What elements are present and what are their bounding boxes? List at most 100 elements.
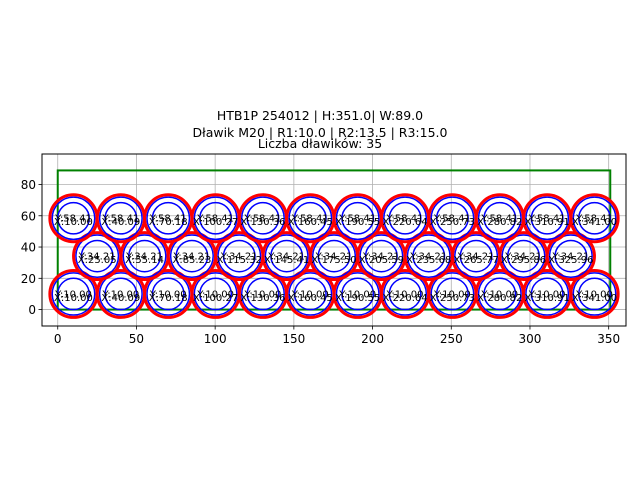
point-label-y: Y:58.41 (291, 214, 329, 225)
point-label-x: X:265.77 (453, 255, 498, 266)
point-label-x: X:115.32 (217, 255, 262, 266)
point-label-x: X:160.45 (288, 293, 333, 304)
inner-ring-r1 (104, 201, 138, 235)
x-tick-label: 50 (129, 332, 144, 346)
point-label-x: X:295.86 (501, 255, 546, 266)
point-label-y: Y:34.21 (125, 252, 163, 263)
point-label-x: X:205.59 (359, 255, 404, 266)
inner-ring-r1 (483, 201, 517, 235)
outer-ring-r3 (545, 231, 596, 282)
inner-ring-r1 (246, 277, 280, 311)
point-label-y: Y:58.41 (149, 214, 187, 225)
point-label-x: X:175.50 (311, 255, 356, 266)
middle-ring-r2 (169, 234, 214, 278)
inner-ring-r1 (412, 239, 446, 273)
point-label-x: X:100.27 (193, 293, 238, 304)
point-label-y: Y:10.00 (291, 289, 329, 300)
x-tick-label: 100 (204, 332, 227, 346)
inner-ring-r1 (578, 277, 612, 311)
inner-ring-r1 (104, 277, 138, 311)
middle-ring-r2 (406, 234, 451, 278)
y-tick-label: 40 (21, 241, 36, 255)
point-label-x: X:310.91 (525, 293, 570, 304)
inner-ring-r1 (364, 239, 398, 273)
y-tick-label: 20 (21, 272, 36, 286)
point-label-x: X:130.36 (240, 217, 285, 228)
point-label-x: X:70.18 (149, 217, 188, 228)
middle-ring-r2 (122, 234, 167, 278)
point-label-y: Y:34.21 (173, 252, 211, 263)
point-label-x: X:250.73 (430, 293, 475, 304)
point-label-x: X:325.96 (548, 255, 593, 266)
middle-ring-r2 (525, 196, 570, 241)
point-label-y: Y:10.00 (54, 289, 92, 300)
middle-ring-r2 (193, 196, 238, 241)
point-label-x: X:40.09 (101, 217, 140, 228)
middle-ring-r2 (311, 234, 357, 278)
point-label-y: Y:34.21 (504, 252, 542, 263)
middle-ring-r2 (288, 272, 333, 316)
inner-ring-r1 (199, 277, 233, 311)
inner-ring-r1 (175, 239, 209, 273)
middle-ring-r2 (572, 272, 617, 316)
point-label-y: Y:58.41 (196, 214, 234, 225)
middle-ring-r2 (430, 272, 475, 316)
middle-ring-r2 (335, 272, 380, 316)
point-label-y: Y:34.21 (551, 252, 589, 263)
middle-ring-r2 (383, 196, 428, 241)
chart-title-line-1: HTB1P 254012 | H:351.0| W:89.0 (216, 108, 424, 123)
point-label-y: Y:10.00 (433, 289, 471, 300)
point-label-x: X:25.05 (78, 255, 117, 266)
inner-ring-r1 (222, 239, 256, 273)
point-label-x: X:40.09 (101, 293, 140, 304)
point-label-x: X:220.64 (382, 293, 427, 304)
point-label-y: Y:58.41 (528, 214, 566, 225)
point-label-y: Y:34.21 (78, 252, 116, 263)
middle-ring-r2 (217, 234, 262, 278)
point-label-y: Y:58.41 (480, 214, 518, 225)
point-label-y: Y:58.41 (575, 214, 613, 225)
inner-ring-r1 (128, 239, 162, 273)
point-label-x: X:55.14 (125, 255, 164, 266)
point-label-y: Y:10.00 (480, 289, 518, 300)
inner-ring-r1 (293, 201, 327, 235)
middle-ring-r2 (548, 234, 593, 278)
point-label-y: Y:10.00 (386, 289, 424, 300)
outer-ring-r3 (569, 268, 620, 319)
x-tick-label: 0 (54, 332, 62, 346)
inner-ring-r1 (483, 277, 517, 311)
middle-ring-r2 (572, 196, 617, 241)
inner-ring-r1 (388, 277, 422, 311)
middle-ring-r2 (240, 196, 285, 241)
inner-ring-r1 (246, 201, 280, 235)
middle-ring-r2 (477, 196, 522, 241)
inner-ring-r1 (151, 201, 185, 235)
chart-title-line-3: Liczba dławików: 35 (257, 136, 383, 151)
point-label-x: X:160.45 (288, 217, 333, 228)
inner-ring-r1 (388, 201, 422, 235)
x-tick-label: 150 (282, 332, 305, 346)
point-label-x: X:190.55 (335, 293, 380, 304)
middle-ring-r2 (98, 196, 143, 241)
point-label-y: Y:34.21 (220, 252, 258, 263)
inner-ring-r1 (435, 201, 469, 235)
point-label-y: Y:58.41 (338, 214, 376, 225)
inner-ring-r1 (199, 201, 233, 235)
point-label-y: Y:34.21 (409, 252, 447, 263)
middle-ring-r2 (288, 196, 333, 241)
point-label-x: X:85.23 (172, 255, 211, 266)
point-label-x: X:280.82 (477, 293, 522, 304)
middle-ring-r2 (240, 272, 285, 316)
x-tick-label: 200 (361, 332, 384, 346)
x-tick-label: 350 (597, 332, 620, 346)
inner-ring-r1 (530, 277, 564, 311)
point-label-x: X:145.41 (264, 255, 309, 266)
middle-ring-r2 (383, 272, 428, 316)
point-label-y: Y:10.00 (338, 289, 376, 300)
point-label-x: X:341.00 (572, 217, 617, 228)
point-label-y: Y:58.41 (101, 214, 139, 225)
y-tick-label: 0 (28, 303, 36, 317)
point-label-x: X:280.82 (477, 217, 522, 228)
inner-ring-r1 (151, 277, 185, 311)
point-label-y: Y:10.00 (101, 289, 139, 300)
